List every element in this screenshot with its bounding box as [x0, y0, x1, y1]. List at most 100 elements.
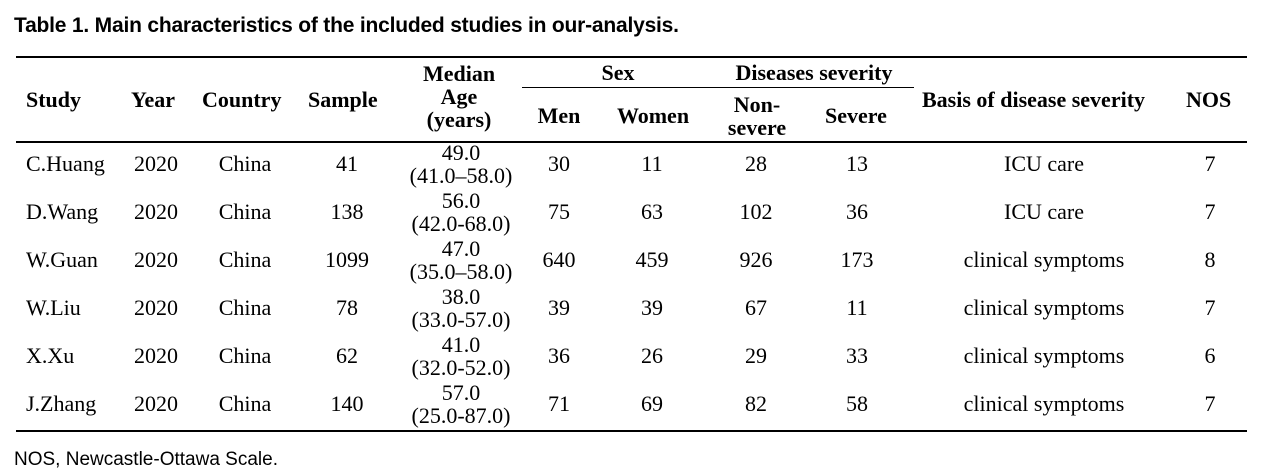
- cell-sample: 62: [336, 343, 358, 368]
- header-median-age-line3: (years): [426, 107, 492, 132]
- table-bottom-rule: [16, 430, 1247, 432]
- table-header-rule: [16, 141, 1247, 143]
- header-non-severe-line2: severe: [727, 115, 787, 140]
- cell-basis: ICU care: [1003, 151, 1085, 176]
- cell-nos: 8: [1204, 247, 1216, 272]
- cell-year: 2020: [134, 391, 178, 416]
- cell-median-age: 38.0 (33.0-57.0): [412, 285, 511, 331]
- cell-median-age-range: (32.0-52.0): [411, 355, 511, 380]
- cell-country: China: [218, 151, 272, 176]
- cell-non-severe: 67: [745, 295, 767, 320]
- table-caption: Table 1. Main characteristics of the inc…: [14, 14, 679, 37]
- cell-country: China: [218, 295, 272, 320]
- cell-men: 71: [548, 391, 570, 416]
- cell-men: 640: [542, 247, 576, 272]
- cell-country: China: [218, 247, 272, 272]
- cell-study: D.Wang: [26, 199, 99, 224]
- cell-median-age-range: (33.0-57.0): [411, 307, 511, 332]
- cell-country: China: [218, 343, 272, 368]
- cell-severe: 58: [846, 391, 868, 416]
- header-median-age: Median Age (years): [423, 62, 495, 131]
- cell-non-severe: 82: [745, 391, 767, 416]
- cell-study: C.Huang: [26, 151, 105, 176]
- cell-women: 69: [641, 391, 663, 416]
- header-sex: Sex: [601, 60, 635, 85]
- header-median-age-line2: Age: [440, 84, 478, 109]
- cell-median-age-value: 57.0: [441, 380, 481, 405]
- header-non-severe-line1: Non-: [733, 92, 781, 117]
- cell-year: 2020: [134, 151, 178, 176]
- cell-women: 459: [635, 247, 669, 272]
- cell-basis: clinical symptoms: [963, 343, 1125, 368]
- cell-median-age-range: (35.0–58.0): [409, 259, 513, 284]
- cell-women: 39: [641, 295, 663, 320]
- cell-year: 2020: [134, 295, 178, 320]
- cell-year: 2020: [134, 247, 178, 272]
- cell-non-severe: 102: [739, 199, 773, 224]
- cell-median-age: 47.0 (35.0–58.0): [410, 237, 513, 283]
- cell-study: X.Xu: [26, 343, 75, 368]
- cell-women: 11: [641, 151, 663, 176]
- cell-non-severe: 29: [745, 343, 767, 368]
- cell-nos: 7: [1204, 391, 1216, 416]
- cell-non-severe: 926: [739, 247, 773, 272]
- cell-year: 2020: [134, 199, 178, 224]
- cell-median-age-range: (42.0-68.0): [411, 211, 511, 236]
- header-median-age-line1: Median: [422, 61, 496, 86]
- cell-sample: 41: [336, 151, 358, 176]
- header-year: Year: [131, 87, 175, 112]
- cell-sample: 140: [330, 391, 364, 416]
- cell-severe: 33: [846, 343, 868, 368]
- severity-group-rule: [714, 87, 914, 88]
- table-top-rule: [16, 56, 1247, 58]
- header-severe: Severe: [825, 103, 887, 128]
- header-country: Country: [202, 87, 282, 112]
- cell-median-age-range: (25.0-87.0): [411, 403, 511, 428]
- cell-men: 36: [548, 343, 570, 368]
- cell-severe: 36: [846, 199, 868, 224]
- cell-median-age: 49.0 (41.0–58.0): [410, 141, 513, 187]
- cell-study: J.Zhang: [26, 391, 97, 416]
- header-non-severe: Non- severe: [728, 93, 786, 139]
- cell-median-age-value: 49.0: [441, 140, 481, 165]
- cell-median-age-range: (41.0–58.0): [409, 163, 513, 188]
- cell-median-age-value: 38.0: [441, 284, 481, 309]
- cell-severe: 13: [846, 151, 868, 176]
- cell-sample: 138: [330, 199, 364, 224]
- cell-severe: 173: [840, 247, 874, 272]
- header-men: Men: [537, 103, 581, 128]
- cell-basis: clinical symptoms: [963, 295, 1125, 320]
- cell-nos: 7: [1204, 295, 1216, 320]
- cell-men: 75: [548, 199, 570, 224]
- cell-median-age: 57.0 (25.0-87.0): [412, 381, 511, 427]
- header-women: Women: [616, 103, 690, 128]
- sex-group-rule: [522, 87, 722, 88]
- cell-basis: clinical symptoms: [963, 391, 1125, 416]
- cell-sample: 78: [336, 295, 358, 320]
- cell-study: W.Guan: [26, 247, 98, 272]
- header-study: Study: [26, 87, 82, 112]
- header-sample: Sample: [308, 87, 378, 112]
- cell-non-severe: 28: [745, 151, 767, 176]
- cell-country: China: [218, 391, 272, 416]
- header-nos: NOS: [1186, 87, 1232, 112]
- cell-study: W.Liu: [26, 295, 81, 320]
- cell-year: 2020: [134, 343, 178, 368]
- table-footnote: NOS, Newcastle-Ottawa Scale.: [14, 449, 278, 470]
- cell-basis: ICU care: [1003, 199, 1085, 224]
- cell-median-age: 56.0 (42.0-68.0): [412, 189, 511, 235]
- cell-median-age-value: 47.0: [441, 236, 481, 261]
- cell-country: China: [218, 199, 272, 224]
- cell-nos: 7: [1204, 151, 1216, 176]
- cell-sample: 1099: [325, 247, 369, 272]
- cell-nos: 6: [1204, 343, 1216, 368]
- header-basis: Basis of disease severity: [922, 87, 1146, 112]
- cell-basis: clinical symptoms: [963, 247, 1125, 272]
- cell-median-age: 41.0 (32.0-52.0): [412, 333, 511, 379]
- cell-severe: 11: [846, 295, 868, 320]
- cell-nos: 7: [1204, 199, 1216, 224]
- cell-men: 30: [548, 151, 570, 176]
- header-disease-severity: Diseases severity: [735, 60, 893, 85]
- cell-median-age-value: 56.0: [441, 188, 481, 213]
- cell-women: 63: [641, 199, 663, 224]
